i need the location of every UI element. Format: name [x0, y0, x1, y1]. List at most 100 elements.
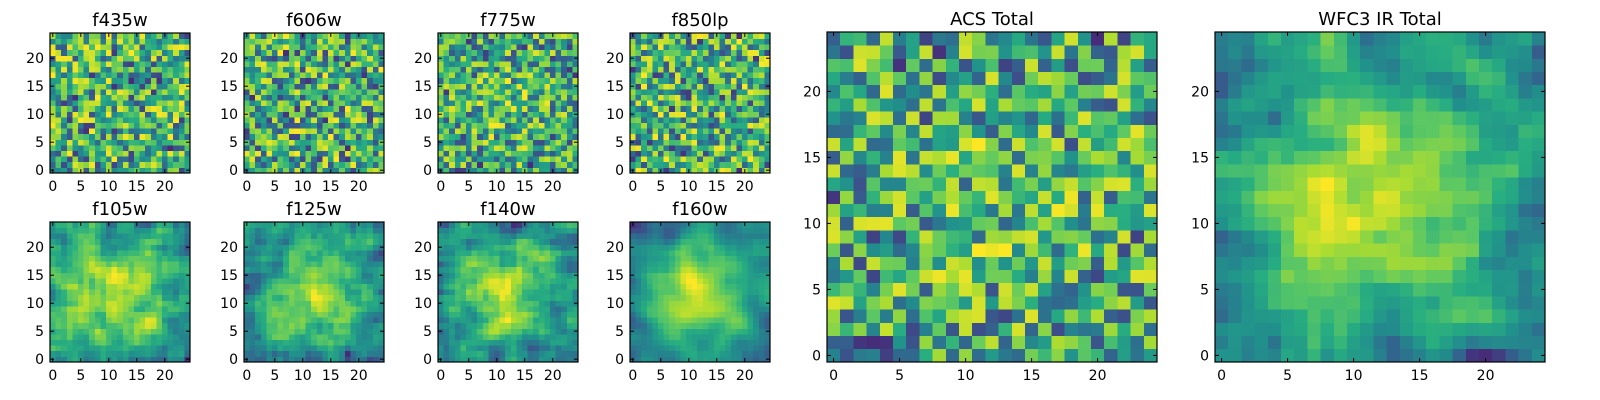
heatmap-cell [680, 311, 687, 318]
heatmap-cell [316, 83, 323, 90]
heatmap-cell [454, 350, 461, 357]
heatmap-cell [533, 44, 540, 51]
heatmap-cell [758, 156, 765, 163]
heatmap-cell [372, 278, 379, 284]
heatmap-cell [669, 100, 676, 107]
heatmap-cell [361, 44, 368, 51]
heatmap-cell [367, 300, 374, 307]
heatmap-cell [316, 294, 323, 301]
heatmap-cell [680, 49, 687, 56]
heatmap-cell [454, 111, 461, 118]
heatmap-cell [322, 161, 329, 168]
heatmap-cell [55, 66, 62, 73]
heatmap-cell [294, 339, 301, 346]
heatmap-cell [150, 272, 157, 279]
heatmap-cell [61, 117, 68, 123]
heatmap-cell [162, 317, 168, 324]
heatmap-cell [294, 227, 301, 234]
heatmap-cell [244, 145, 250, 151]
heatmap-cell [635, 356, 642, 363]
heatmap-cell [708, 55, 715, 62]
heatmap-cell [641, 306, 648, 312]
heatmap-cell [305, 94, 312, 101]
heatmap-cell [758, 300, 765, 307]
heatmap-cell [533, 122, 540, 129]
heatmap-cell [249, 55, 256, 62]
heatmap-cell [630, 100, 636, 107]
heatmap-cell [510, 289, 517, 296]
heatmap-cell [277, 294, 284, 301]
heatmap-cell [162, 139, 168, 146]
heatmap-cell [244, 161, 250, 168]
heatmap-cell [566, 261, 573, 268]
heatmap-cell [630, 94, 636, 101]
heatmap-cell [184, 261, 191, 268]
heatmap-cell [686, 350, 692, 357]
heatmap-cell [449, 244, 456, 251]
heatmap-cell [294, 38, 301, 45]
heatmap-cell [72, 94, 79, 101]
heatmap-cell [449, 233, 456, 240]
heatmap-cell [167, 100, 174, 107]
heatmap-cell [156, 150, 163, 157]
heatmap-cell [72, 89, 79, 95]
heatmap-cell [691, 289, 698, 296]
heatmap-cell [339, 66, 346, 73]
heatmap-cell [277, 334, 284, 340]
heatmap-cell [66, 328, 73, 335]
heatmap-cell [372, 77, 379, 84]
heatmap-cell [61, 156, 68, 163]
heatmap-cell [680, 105, 687, 112]
heatmap-cell [572, 89, 579, 95]
heatmap-cell [438, 38, 444, 45]
heatmap-cell [758, 278, 765, 284]
heatmap-cell [156, 294, 163, 301]
heatmap-cell [753, 94, 760, 101]
heatmap-cell [471, 356, 478, 363]
heatmap-cell [714, 133, 720, 140]
heatmap-cell [714, 278, 720, 284]
heatmap-cell [730, 300, 737, 307]
heatmap-cell [454, 89, 461, 95]
heatmap-cell [758, 77, 765, 84]
heatmap-cell [669, 283, 676, 290]
heatmap-cell [635, 156, 642, 163]
heatmap-cell [66, 222, 73, 228]
heatmap-cell [145, 300, 152, 307]
heatmap-cell [255, 61, 262, 67]
heatmap-cell [122, 356, 129, 363]
heatmap-cell [277, 300, 284, 307]
heatmap-cell [89, 122, 96, 129]
heatmap-cell [139, 156, 146, 163]
heatmap-cell [438, 105, 444, 112]
heatmap-cell [260, 238, 267, 245]
heatmap-cell [255, 117, 262, 123]
heatmap-cell [367, 306, 374, 312]
heatmap-cell [494, 328, 500, 335]
heatmap-cell [747, 317, 754, 324]
heatmap-cell [134, 156, 140, 163]
heatmap-cell [139, 222, 146, 228]
heatmap-cell [249, 244, 256, 251]
heatmap-cell [128, 38, 135, 45]
heatmap-cell [249, 133, 256, 140]
heatmap-cell [89, 250, 96, 256]
heatmap-cell [300, 250, 306, 256]
heatmap-cell [106, 83, 112, 90]
heatmap-cell [538, 272, 545, 279]
heatmap-cell [516, 83, 523, 90]
heatmap-cell [719, 83, 726, 90]
heatmap-cell [482, 77, 489, 84]
heatmap-cell [725, 339, 732, 346]
heatmap-cell [443, 66, 450, 73]
heatmap-cell [477, 306, 484, 312]
heatmap-cell [561, 105, 568, 112]
heatmap-cell [505, 49, 512, 56]
heatmap-cell [66, 145, 73, 151]
heatmap-cell [555, 156, 562, 163]
heatmap-cell [378, 283, 385, 290]
heatmap-cell [635, 89, 642, 95]
heatmap-cell [499, 233, 506, 240]
heatmap-cell [128, 44, 135, 51]
heatmap-cell [544, 306, 551, 312]
